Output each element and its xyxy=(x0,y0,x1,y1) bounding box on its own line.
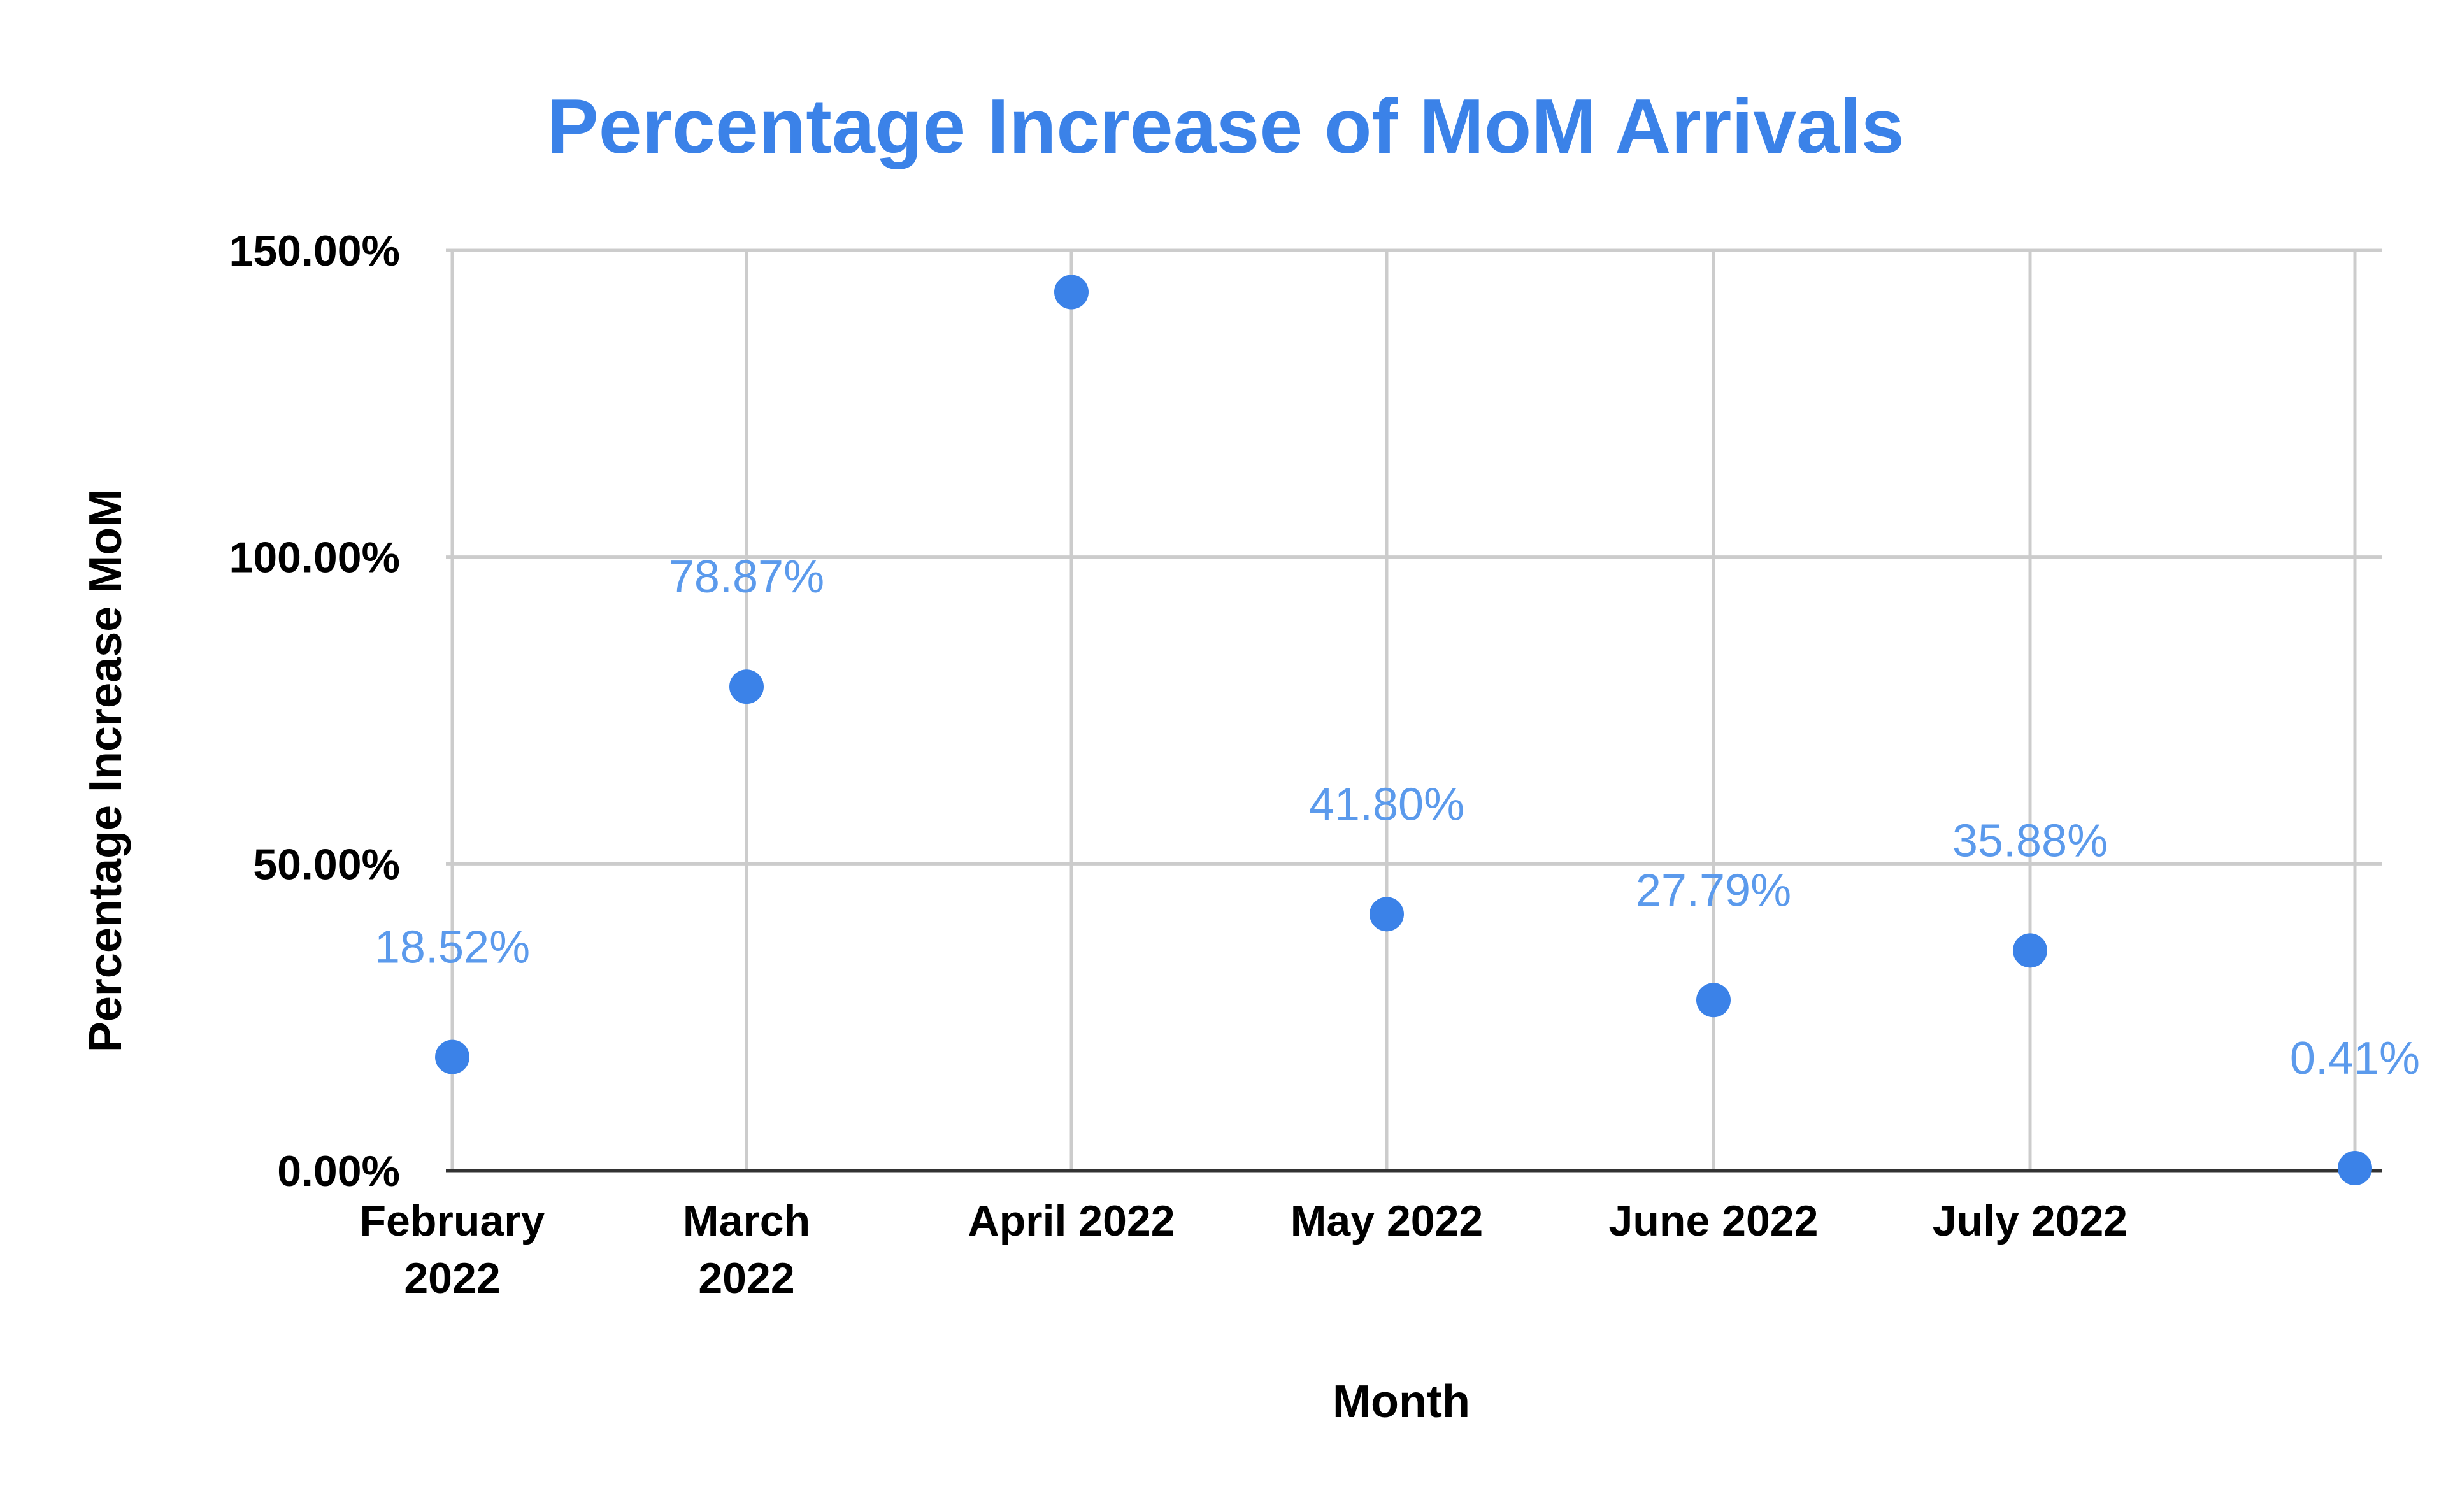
y-axis-ticks: 0.00% 50.00% 100.00% 150.00% xyxy=(229,227,400,1195)
x-axis-ticks: February 2022 March 2022 April 2022 May 2022 J… xyxy=(360,1197,2128,1302)
data-point xyxy=(2338,1151,2372,1186)
data-label: 18.52% xyxy=(375,922,530,973)
x-tick-label: February 2022 xyxy=(360,1197,545,1302)
x-tick-label: April 2022 xyxy=(968,1197,1175,1245)
x-tick-label: May 2022 xyxy=(1291,1197,1483,1245)
data-point xyxy=(2013,933,2047,968)
y-tick-label: 100.00% xyxy=(229,534,400,582)
data-label: 78.87% xyxy=(669,552,824,603)
data-point xyxy=(1370,897,1404,932)
grid xyxy=(446,248,2382,1173)
data-label: 27.79% xyxy=(1636,865,1791,916)
data-label: 41.80% xyxy=(1309,779,1464,830)
y-tick-label: 150.00% xyxy=(229,227,400,275)
data-point xyxy=(435,1039,469,1074)
y-tick-label: 0.00% xyxy=(277,1147,400,1195)
data-point xyxy=(729,669,764,704)
data-point xyxy=(1696,983,1731,1018)
y-tick-label: 50.00% xyxy=(253,840,400,888)
x-tick-label: July 2022 xyxy=(1933,1197,2128,1245)
x-tick-label: March 2022 xyxy=(683,1197,810,1302)
x-tick-label: June 2022 xyxy=(1609,1197,1819,1245)
x-axis-title: Month xyxy=(1333,1376,1470,1427)
data-label: 35.88% xyxy=(1952,815,2108,866)
y-axis-title: Percentage Increase MoM xyxy=(80,489,131,1052)
chart-title: Percentage Increase of MoM Arrivals xyxy=(547,83,1904,169)
data-label: 0.41% xyxy=(2290,1033,2420,1084)
data-labels: 18.52% 78.87% 41.80% 27.79% 35.88% 0.41% xyxy=(375,552,2420,1084)
data-point xyxy=(1054,275,1089,310)
data-points xyxy=(435,275,2372,1186)
